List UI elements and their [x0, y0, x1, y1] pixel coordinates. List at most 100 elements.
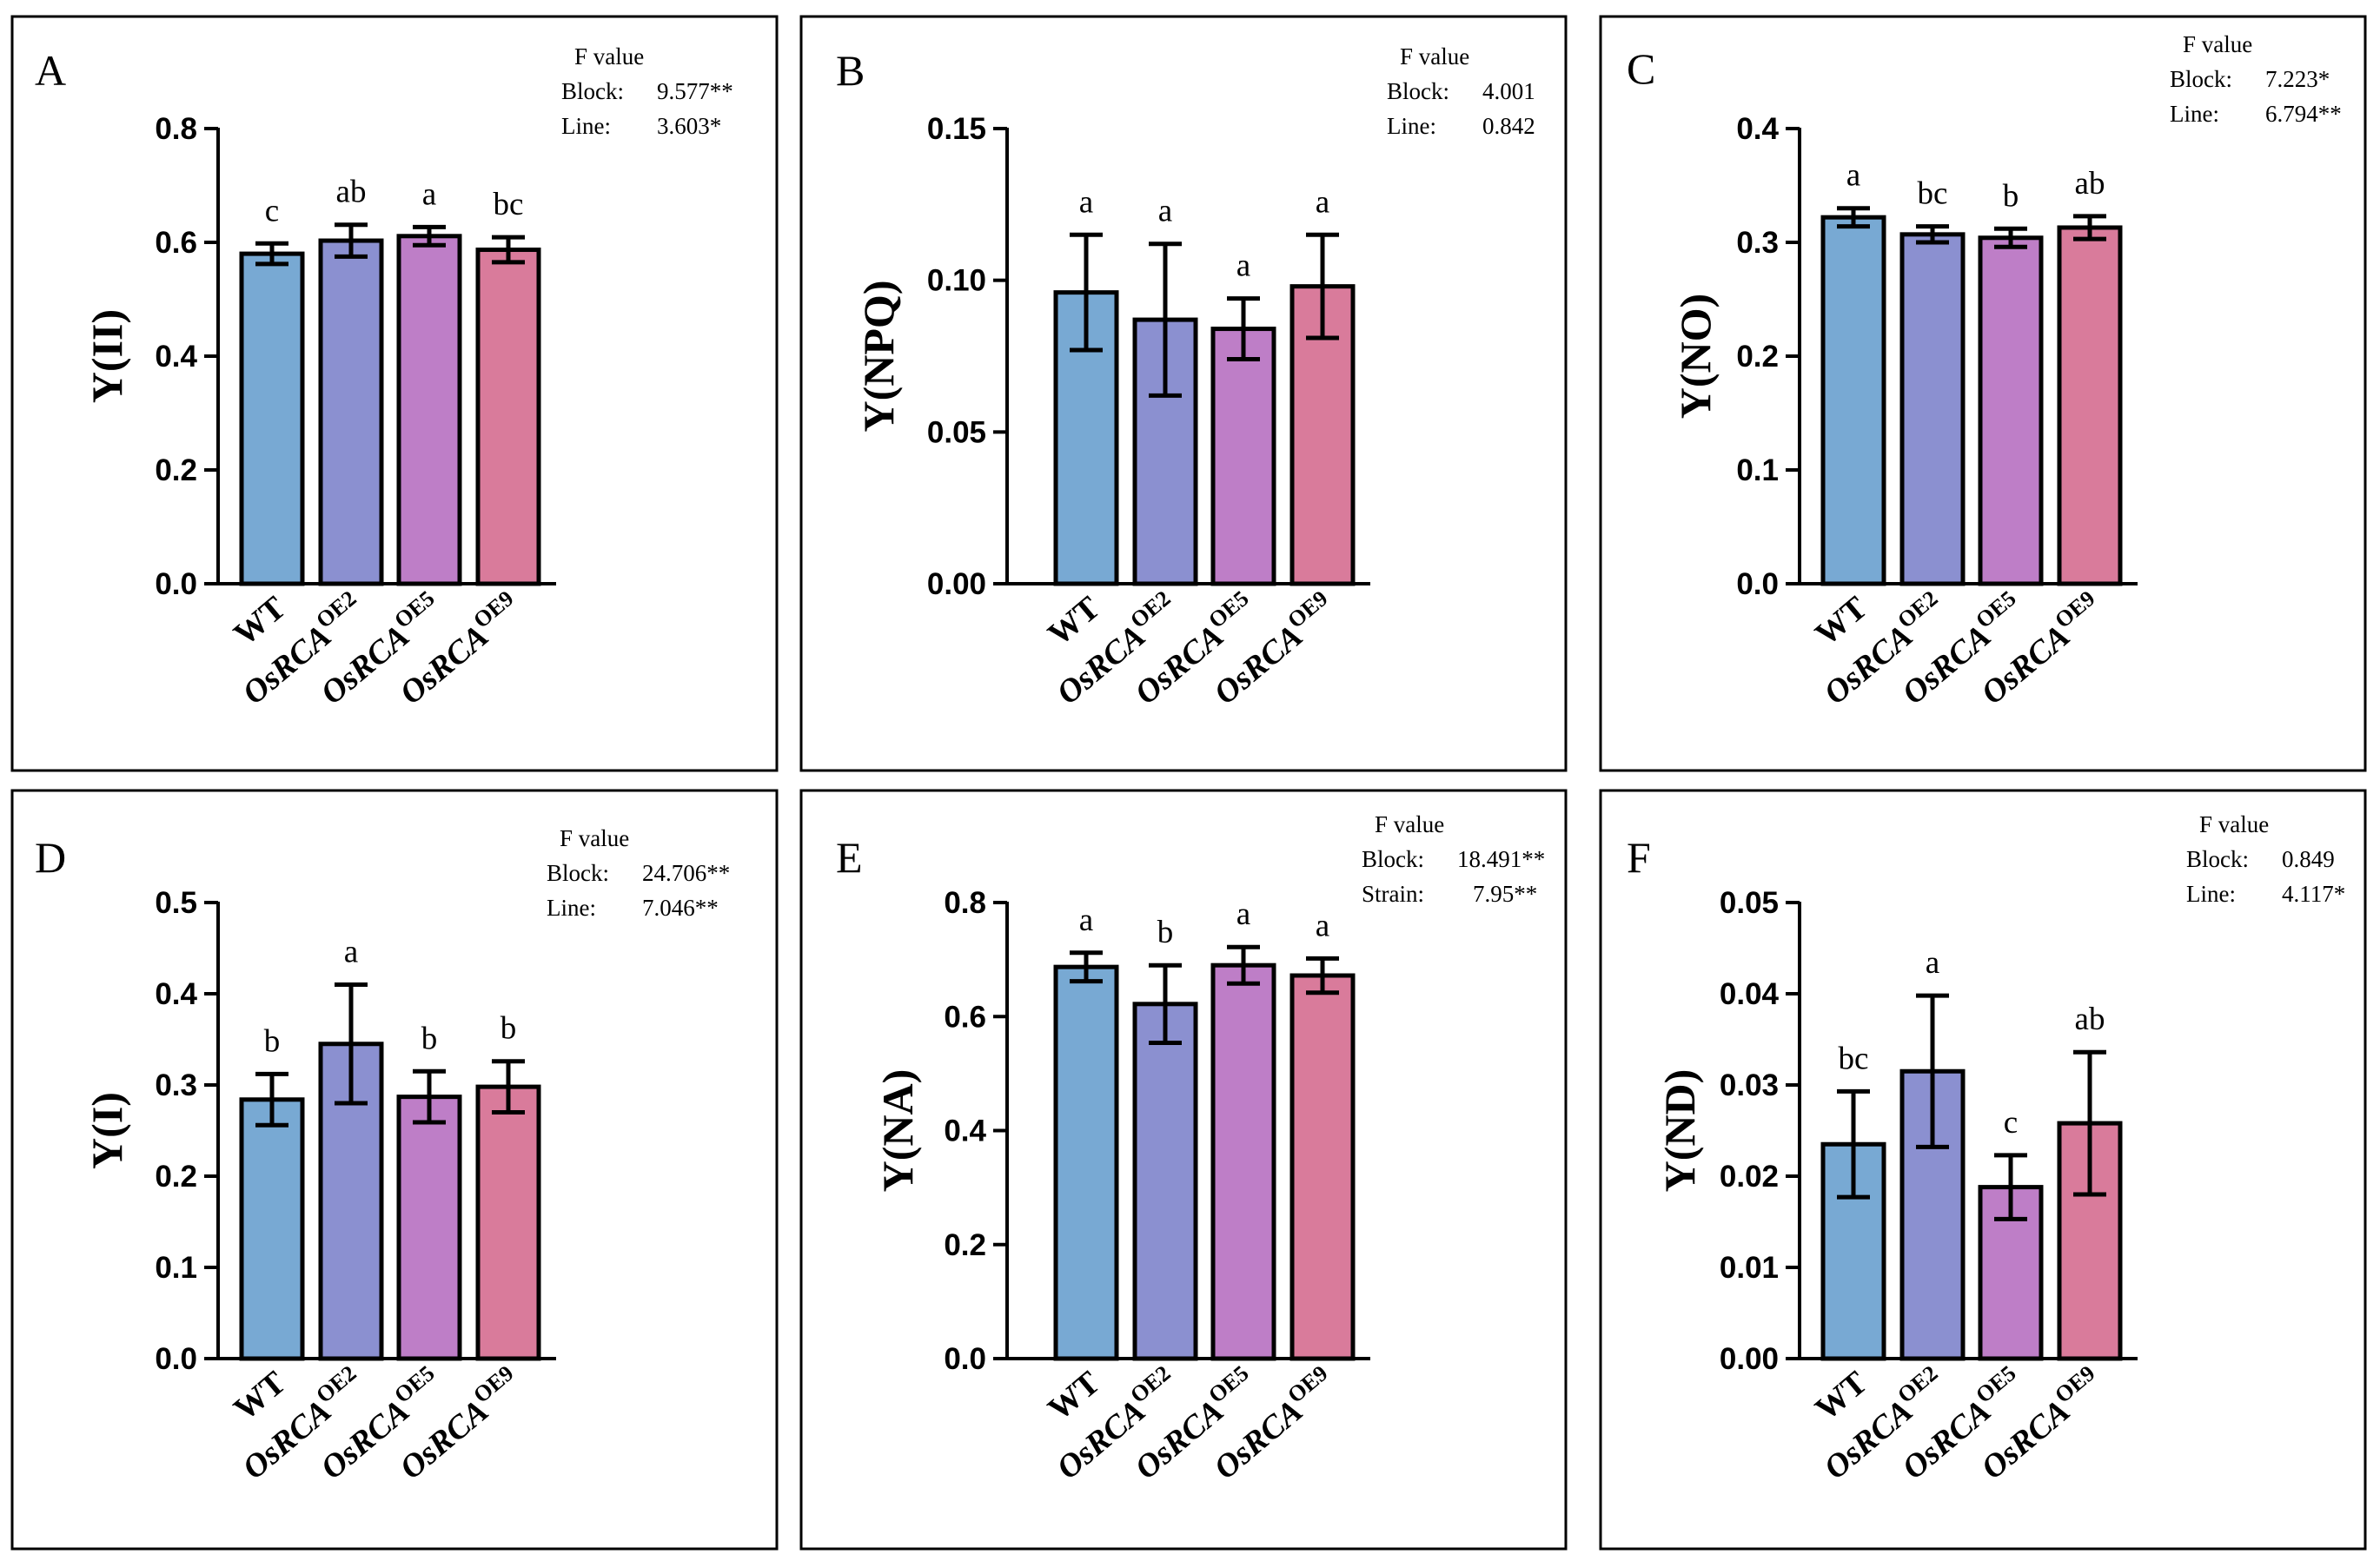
panel-frame	[799, 15, 1568, 772]
significance-letter: ab	[336, 175, 367, 210]
error-bar	[1837, 1088, 1870, 1200]
y-tick-label: 0.03	[1720, 1068, 1779, 1102]
y-tick-label: 0.4	[155, 977, 197, 1011]
bar	[1053, 964, 1119, 1361]
significance-letter: c	[2004, 1105, 2018, 1141]
stats-header: F value	[2199, 811, 2269, 837]
bar	[318, 238, 384, 586]
bar	[1289, 973, 1356, 1361]
stats-label: Block:	[1387, 78, 1449, 104]
bar	[239, 1097, 305, 1361]
stats-label: Line:	[1387, 113, 1436, 139]
stats-value: 18.491**	[1457, 846, 1545, 872]
significance-letter: bc	[494, 187, 524, 222]
panel-D: D F value Block: 24.706** Line: 7.046** 0.0 0.1…	[10, 789, 779, 1551]
panel-frame	[799, 789, 1568, 1551]
stats-label: Block:	[561, 78, 624, 104]
significance-letter: a	[1236, 896, 1250, 932]
error-bar	[255, 1071, 288, 1128]
stats-value: 3.603*	[657, 113, 721, 139]
significance-letter: a	[1846, 158, 1860, 194]
bar	[1899, 232, 1966, 586]
error-bar	[1994, 1153, 2027, 1221]
y-tick-label: 0.6	[155, 226, 197, 260]
stats-label: Block:	[1362, 846, 1424, 872]
stats-header: F value	[1400, 43, 1469, 69]
significance-letter: b	[1157, 915, 1174, 950]
y-tick-label: 0.00	[1720, 1342, 1779, 1376]
y-axis-label: Y(NO)	[1671, 294, 1720, 419]
stats-label: Line:	[561, 113, 611, 139]
error-bar	[1916, 993, 1949, 1149]
y-axis-label: Y(II)	[83, 309, 131, 403]
error-bar	[1227, 296, 1260, 361]
y-tick-label: 0.2	[155, 1160, 197, 1194]
bar	[475, 248, 541, 586]
panel-E: E F value Block: 18.491** Strain: 7.95** 0.0 0.…	[799, 789, 1568, 1551]
stats-value: 6.794**	[2265, 101, 2342, 127]
y-tick-label: 0.4	[944, 1115, 986, 1148]
significance-letter: c	[265, 193, 279, 228]
y-tick-label: 0.0	[155, 567, 197, 601]
stats-header: F value	[574, 43, 644, 69]
stats-label: Strain:	[1362, 881, 1424, 907]
error-bar	[1149, 241, 1182, 398]
stats-value: 7.223*	[2265, 66, 2330, 92]
bar	[1132, 1002, 1198, 1361]
panel-A: A F value Block: 9.577** Line: 3.603* 0.0 0.2 0.…	[10, 15, 779, 772]
stats-header: F value	[1375, 811, 1444, 837]
bar	[396, 1095, 462, 1361]
y-tick-label: 0.00	[927, 567, 986, 601]
significance-letter: bc	[1839, 1041, 1869, 1076]
panel-C: C F value Block: 7.223* Line: 6.794** 0.0 0.1 0.…	[1599, 15, 2367, 772]
y-tick-label: 0.05	[1720, 886, 1779, 920]
stats-box: F value Block: 9.577** Line: 3.603*	[561, 43, 733, 139]
y-tick-label: 0.0	[944, 1342, 986, 1376]
panel-letter: D	[35, 833, 66, 882]
stats-box: F value Block: 24.706** Line: 7.046**	[547, 825, 730, 921]
panel-letter: A	[35, 46, 66, 95]
y-tick-label: 0.05	[927, 415, 986, 449]
y-axis-label: Y(I)	[83, 1092, 131, 1169]
significance-letter: a	[422, 176, 436, 212]
significance-letter: ab	[2075, 166, 2105, 202]
stats-label: Block:	[2170, 66, 2232, 92]
y-tick-label: 0.0	[1736, 567, 1779, 601]
panel-F: F F value Block: 0.849 Line: 4.117* 0.00 0.01 0.…	[1599, 789, 2367, 1551]
error-bar	[335, 222, 368, 259]
y-tick-label: 0.10	[927, 264, 986, 298]
y-axis-label: Y(ND)	[1655, 1069, 1704, 1193]
error-bar	[413, 224, 446, 248]
panel-frame	[1599, 15, 2367, 772]
bar	[1978, 235, 2044, 586]
panel-letter: B	[836, 46, 865, 95]
y-axis-label: Y(NA)	[873, 1069, 922, 1193]
y-tick-label: 0.04	[1720, 977, 1780, 1011]
error-bar	[1837, 206, 1870, 229]
stats-box: F value Block: 18.491** Strain: 7.95**	[1362, 811, 1545, 907]
panel-B: B F value Block: 4.001 Line: 0.842 0.00 0.05 0.1…	[799, 15, 1568, 772]
bar	[475, 1084, 541, 1361]
panel-letter: E	[836, 833, 863, 882]
stats-box: F value Block: 4.001 Line: 0.842	[1387, 43, 1535, 139]
bar	[1210, 962, 1276, 1361]
panel-frame	[10, 789, 779, 1551]
error-bar	[335, 982, 368, 1106]
error-bar	[2073, 214, 2106, 241]
stats-label: Line:	[2186, 881, 2236, 907]
y-tick-label: 0.3	[1736, 226, 1779, 260]
significance-letter: a	[1316, 184, 1329, 220]
stats-value: 4.117*	[2282, 881, 2345, 907]
y-tick-label: 0.2	[155, 453, 197, 487]
y-tick-label: 0.1	[155, 1251, 197, 1285]
significance-letter: a	[1236, 248, 1250, 284]
error-bar	[255, 241, 288, 267]
significance-letter: ab	[2075, 1002, 2105, 1037]
y-tick-label: 0.01	[1720, 1251, 1779, 1285]
significance-letter: a	[1926, 945, 1939, 981]
error-bar	[1070, 232, 1103, 353]
significance-letter: a	[344, 935, 358, 970]
error-bar	[1149, 962, 1182, 1045]
y-tick-label: 0.0	[155, 1342, 197, 1376]
